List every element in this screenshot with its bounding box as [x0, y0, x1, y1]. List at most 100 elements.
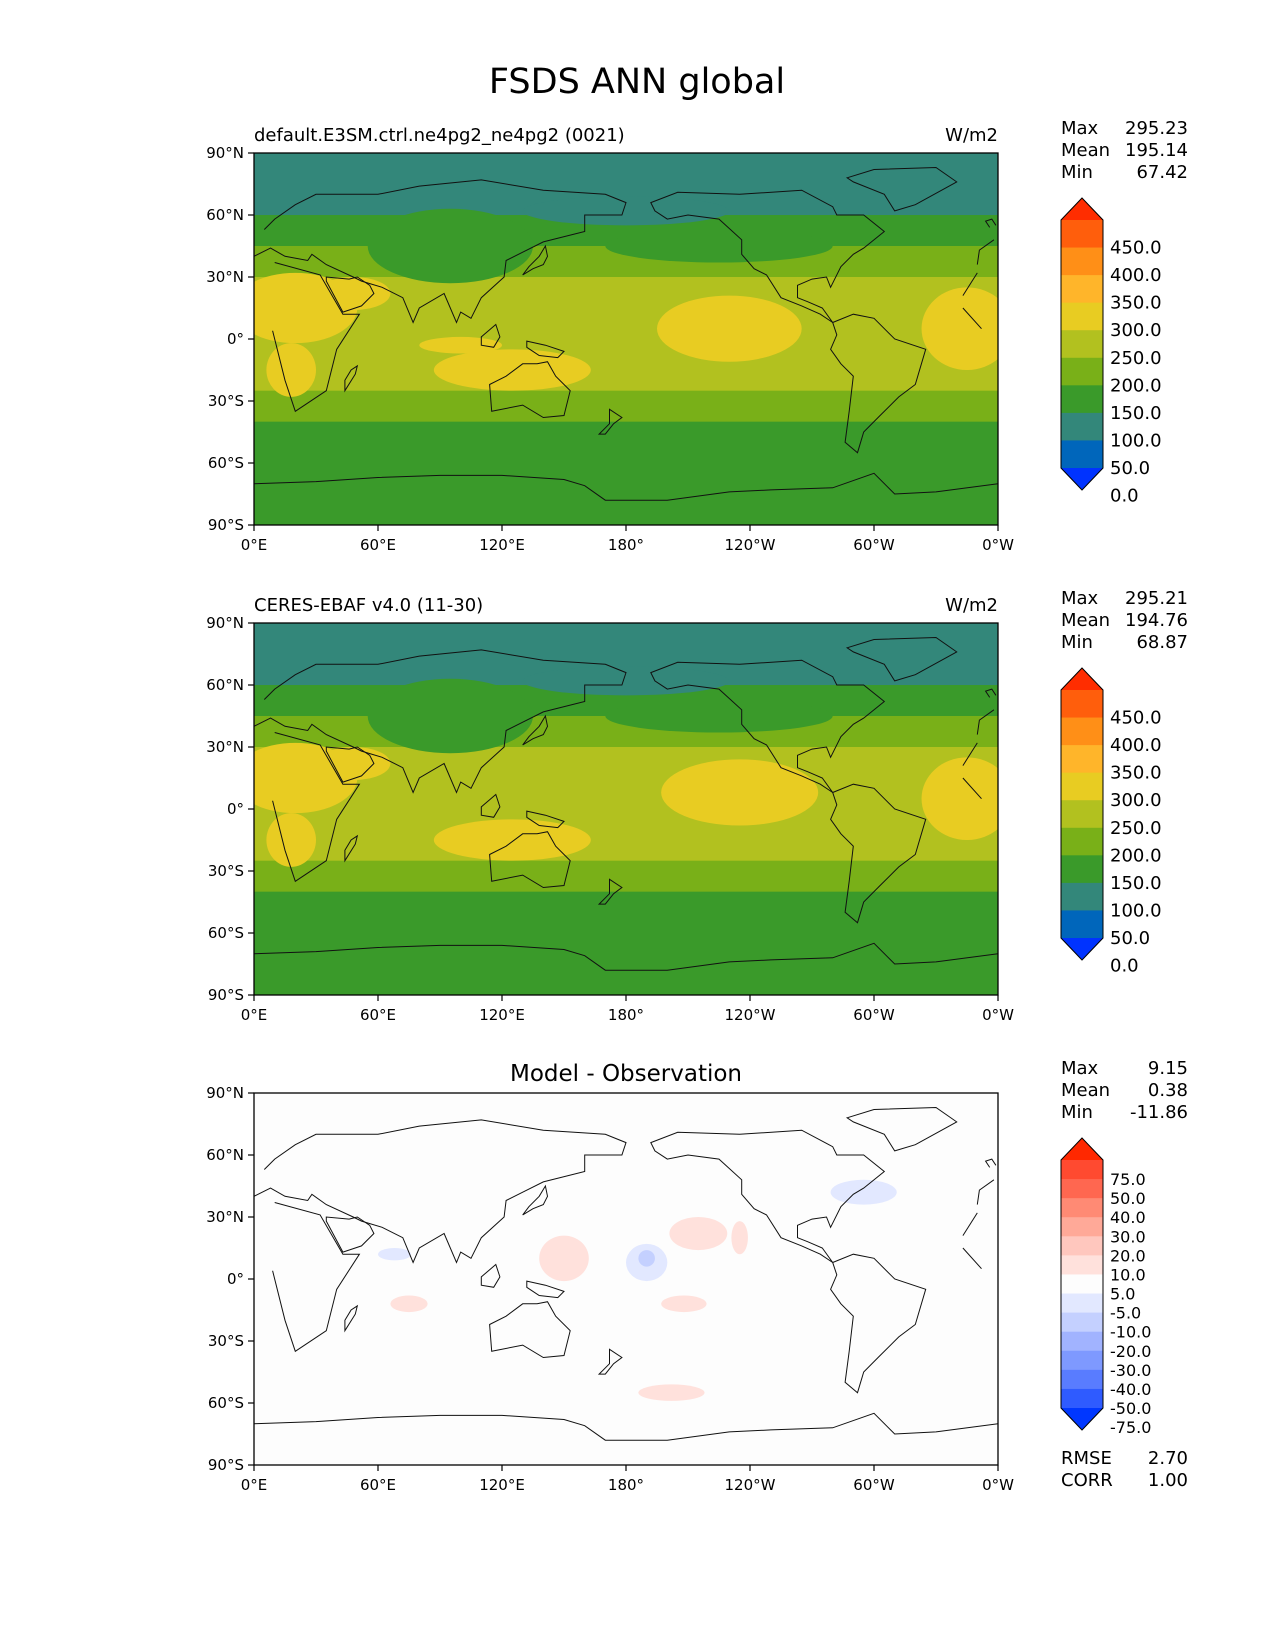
- colorbar-level: 300.0: [1110, 790, 1162, 811]
- colorbar-segment: [1061, 1179, 1103, 1199]
- colorbar-level: 0.0: [1110, 486, 1139, 507]
- field-region: [638, 1250, 655, 1267]
- coastline-namerica: [650, 189, 886, 323]
- colorbar-extend-top: [1061, 198, 1103, 220]
- field-region: [638, 1384, 705, 1401]
- colorbar-level: 0.0: [1110, 956, 1139, 977]
- colorbar-level: 50.0: [1110, 928, 1150, 949]
- lat-tick-label: 30°N: [206, 268, 244, 286]
- colorbar-level: -40.0: [1110, 1380, 1151, 1399]
- panel-title: default.E3SM.ctrl.ne4pg2_ne4pg2 (0021): [254, 125, 625, 146]
- colorbar-level: 20.0: [1110, 1246, 1146, 1265]
- coastline-namerica: [650, 1129, 886, 1263]
- coastline-borneo: [480, 793, 501, 818]
- stat-label-min: Min: [1061, 162, 1093, 183]
- lon-tick-label: 180°: [608, 1006, 644, 1024]
- colorbar-segment: [1061, 302, 1103, 331]
- coastline-newguinea: [526, 1280, 565, 1299]
- colorbar-extend-top: [1061, 668, 1103, 690]
- zonal-band: [254, 891, 998, 995]
- lon-tick-label: 180°: [608, 536, 644, 554]
- colorbar-extend-top: [1061, 1138, 1103, 1160]
- coastline-africa: [272, 732, 361, 883]
- colorbar-level: -75.0: [1110, 1418, 1151, 1437]
- coastline-africa: [272, 262, 361, 413]
- colorbar-segment: [1061, 1369, 1103, 1390]
- colorbar-level: 150.0: [1110, 403, 1162, 424]
- lon-tick-label: 60°W: [853, 1006, 895, 1024]
- field-region: [266, 813, 317, 867]
- field-region: [921, 287, 998, 370]
- colorbar-outline: [1060, 197, 1104, 491]
- coastline-antarctica: [254, 472, 998, 501]
- colorbar-segment: [1061, 745, 1103, 774]
- colorbar-level: 250.0: [1110, 348, 1162, 369]
- coastline-madagascar: [344, 364, 359, 393]
- panel-units: W/m2: [945, 125, 998, 146]
- coastline-eurasia: [254, 649, 627, 794]
- coastline-arabia: [325, 276, 375, 313]
- stat-label-max: Max: [1061, 588, 1099, 609]
- lon-tick-label: 60°E: [360, 1476, 396, 1494]
- colorbar-extend-bottom: [1061, 1408, 1103, 1430]
- lat-tick-label: 60°N: [206, 1146, 244, 1164]
- coastline-australia: [489, 831, 571, 889]
- zonal-band: [254, 390, 998, 423]
- lat-tick-label: 60°S: [208, 454, 244, 472]
- zonal-band: [254, 1093, 998, 1465]
- colorbar-level: 350.0: [1110, 763, 1162, 784]
- coastline-africa: [962, 742, 978, 766]
- colorbar-segment: [1061, 220, 1103, 248]
- colorbar-segment: [1061, 882, 1103, 911]
- field-region: [419, 336, 502, 354]
- coastline-africa: [962, 777, 982, 800]
- lon-tick-label: 60°E: [360, 1006, 396, 1024]
- field-region: [921, 757, 998, 840]
- coastline-greenland: [845, 636, 958, 682]
- colorbar-level: -10.0: [1110, 1323, 1151, 1342]
- field-region: [522, 666, 730, 696]
- colorbar-level: -20.0: [1110, 1342, 1151, 1361]
- colorbar-level: 250.0: [1110, 818, 1162, 839]
- field-region: [669, 1217, 728, 1251]
- colorbar-level: 350.0: [1110, 293, 1162, 314]
- lat-tick-label: 90°S: [208, 516, 244, 534]
- coastline-eurasia: [976, 239, 995, 265]
- colorbar-segment: [1061, 1293, 1103, 1314]
- coastline-newguinea: [526, 340, 565, 359]
- coastline-antarctica: [254, 1412, 998, 1441]
- field-region: [316, 747, 391, 781]
- colorbar-segment: [1061, 1236, 1103, 1256]
- colorbar-segment: [1061, 330, 1103, 359]
- field-region: [266, 343, 317, 397]
- lat-tick-label: 90°S: [208, 1456, 244, 1474]
- colorbar-segment: [1061, 1274, 1103, 1294]
- coastline-nz: [597, 408, 623, 435]
- lon-tick-label: 120°W: [725, 536, 776, 554]
- colorbar-segment: [1061, 772, 1103, 801]
- stat-label-mean: Mean: [1061, 1080, 1110, 1101]
- coastline-greenland: [845, 166, 958, 212]
- stat-value-min: -11.86: [1130, 1102, 1188, 1123]
- lat-tick-label: 90°N: [206, 144, 244, 162]
- stat-label-rmse: RMSE: [1061, 1448, 1112, 1469]
- colorbar-segment: [1061, 1312, 1103, 1333]
- colorbar-level: -30.0: [1110, 1361, 1151, 1380]
- figure-title: FSDS ANN global: [489, 62, 785, 102]
- colorbar-level: 200.0: [1110, 845, 1162, 866]
- field-region: [378, 1248, 412, 1261]
- field-observation: [254, 623, 998, 995]
- stat-value-mean: 194.76: [1125, 610, 1188, 631]
- colorbar-segment: [1061, 1331, 1103, 1352]
- lon-tick-label: 180°: [608, 1476, 644, 1494]
- colorbar-outline: [1060, 667, 1104, 961]
- lon-tick-label: 0°W: [982, 1476, 1014, 1494]
- colorbar-segment: [1061, 1350, 1103, 1371]
- coastline-madagascar: [344, 1304, 359, 1333]
- colorbar-level: 450.0: [1110, 238, 1162, 259]
- coastlines: [254, 1106, 998, 1441]
- colorbar-segment: [1061, 827, 1103, 856]
- coastline-namerica: [650, 659, 886, 793]
- coastline-eurasia: [254, 1119, 627, 1264]
